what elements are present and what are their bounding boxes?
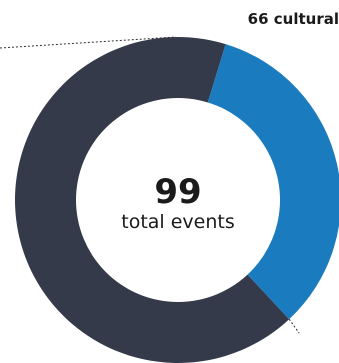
leader-lines xyxy=(0,36,300,334)
center-caption: total events xyxy=(121,211,235,233)
center-total-value: 99 xyxy=(154,172,201,212)
leader-line-top xyxy=(0,36,177,49)
leader-line-bottom xyxy=(288,318,300,334)
slice-label-cultural: 66 cultural xyxy=(248,10,339,28)
donut-hole xyxy=(76,98,280,302)
